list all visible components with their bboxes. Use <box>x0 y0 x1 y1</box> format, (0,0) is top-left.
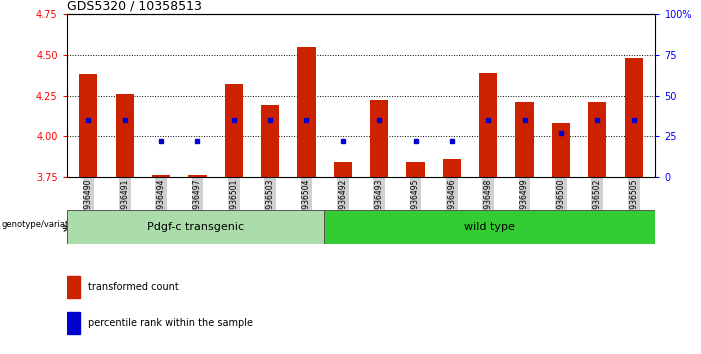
Bar <box>552 123 570 177</box>
Bar <box>443 159 461 177</box>
Bar <box>67 312 80 334</box>
Bar <box>625 58 643 177</box>
Bar <box>79 74 97 177</box>
Bar <box>370 101 388 177</box>
Bar <box>479 73 497 177</box>
Bar <box>297 47 315 177</box>
Bar <box>116 94 134 177</box>
Bar <box>225 84 243 177</box>
Bar <box>588 102 606 177</box>
FancyBboxPatch shape <box>67 210 324 244</box>
Bar <box>189 175 207 177</box>
FancyBboxPatch shape <box>324 210 655 244</box>
Bar <box>407 162 425 177</box>
Text: GDS5320 / 10358513: GDS5320 / 10358513 <box>67 0 201 13</box>
Text: Pdgf-c transgenic: Pdgf-c transgenic <box>147 222 244 232</box>
Bar <box>261 105 279 177</box>
Text: percentile rank within the sample: percentile rank within the sample <box>88 318 253 328</box>
Bar <box>67 276 80 298</box>
Bar <box>152 175 170 177</box>
Text: transformed count: transformed count <box>88 282 179 292</box>
Bar <box>334 162 352 177</box>
Bar <box>515 102 533 177</box>
Text: genotype/variation: genotype/variation <box>1 220 81 229</box>
Text: wild type: wild type <box>464 222 515 232</box>
